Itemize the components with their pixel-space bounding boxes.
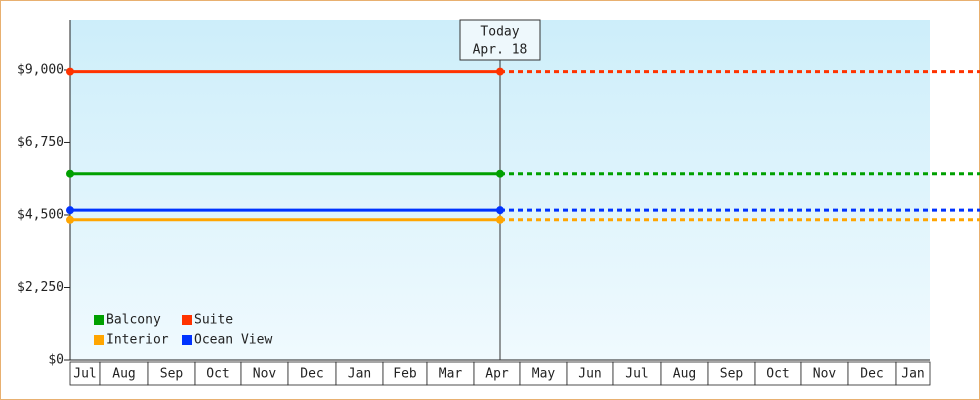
legend-swatch — [94, 315, 104, 325]
x-tick-label: Feb — [393, 367, 417, 382]
x-tick-label: Aug — [673, 367, 696, 382]
x-tick-label: Mar — [439, 367, 463, 382]
point — [66, 206, 74, 215]
x-tick-label: Sep — [720, 367, 744, 382]
x-tick-label: Nov — [253, 367, 277, 382]
point — [496, 215, 504, 224]
legend-swatch — [182, 315, 192, 325]
x-tick-label: Oct — [766, 367, 789, 382]
x-tick-label: Jan — [901, 367, 924, 382]
y-tick-label: $4,500 — [17, 207, 64, 222]
x-tick-label: Aug — [112, 367, 135, 382]
x-tick-label: Apr — [485, 367, 509, 382]
legend-label: Balcony — [106, 313, 161, 328]
month-cell — [895, 361, 931, 386]
today-box — [459, 19, 541, 61]
today-label: Today — [480, 25, 519, 40]
y-tick-label: $2,250 — [17, 280, 64, 295]
point — [496, 206, 504, 215]
x-tick-label: Jun — [578, 367, 601, 382]
legend-label: Ocean View — [194, 333, 272, 348]
x-tick-label: May — [532, 367, 556, 382]
today-date: Apr. 18 — [473, 43, 528, 58]
y-tick-label: $6,750 — [17, 135, 64, 150]
legend-swatch — [182, 335, 192, 345]
x-tick-label: Oct — [206, 367, 229, 382]
legend-label: Interior — [106, 333, 169, 348]
point — [66, 67, 74, 76]
y-tick-label: $9,000 — [17, 62, 64, 77]
y-tick-label: $0 — [48, 353, 64, 368]
point — [66, 169, 74, 178]
x-tick-label: Jan — [348, 367, 371, 382]
point — [496, 67, 504, 76]
legend-label: Suite — [194, 313, 233, 328]
point — [66, 215, 74, 224]
x-tick-label: Jul — [73, 367, 96, 382]
x-tick-label: Sep — [160, 367, 184, 382]
legend-swatch — [94, 335, 104, 345]
x-tick-label: Dec — [860, 367, 883, 382]
x-tick-label: Dec — [300, 367, 323, 382]
x-tick-label: Jul — [625, 367, 648, 382]
point — [496, 169, 504, 178]
x-tick-label: Nov — [813, 367, 837, 382]
